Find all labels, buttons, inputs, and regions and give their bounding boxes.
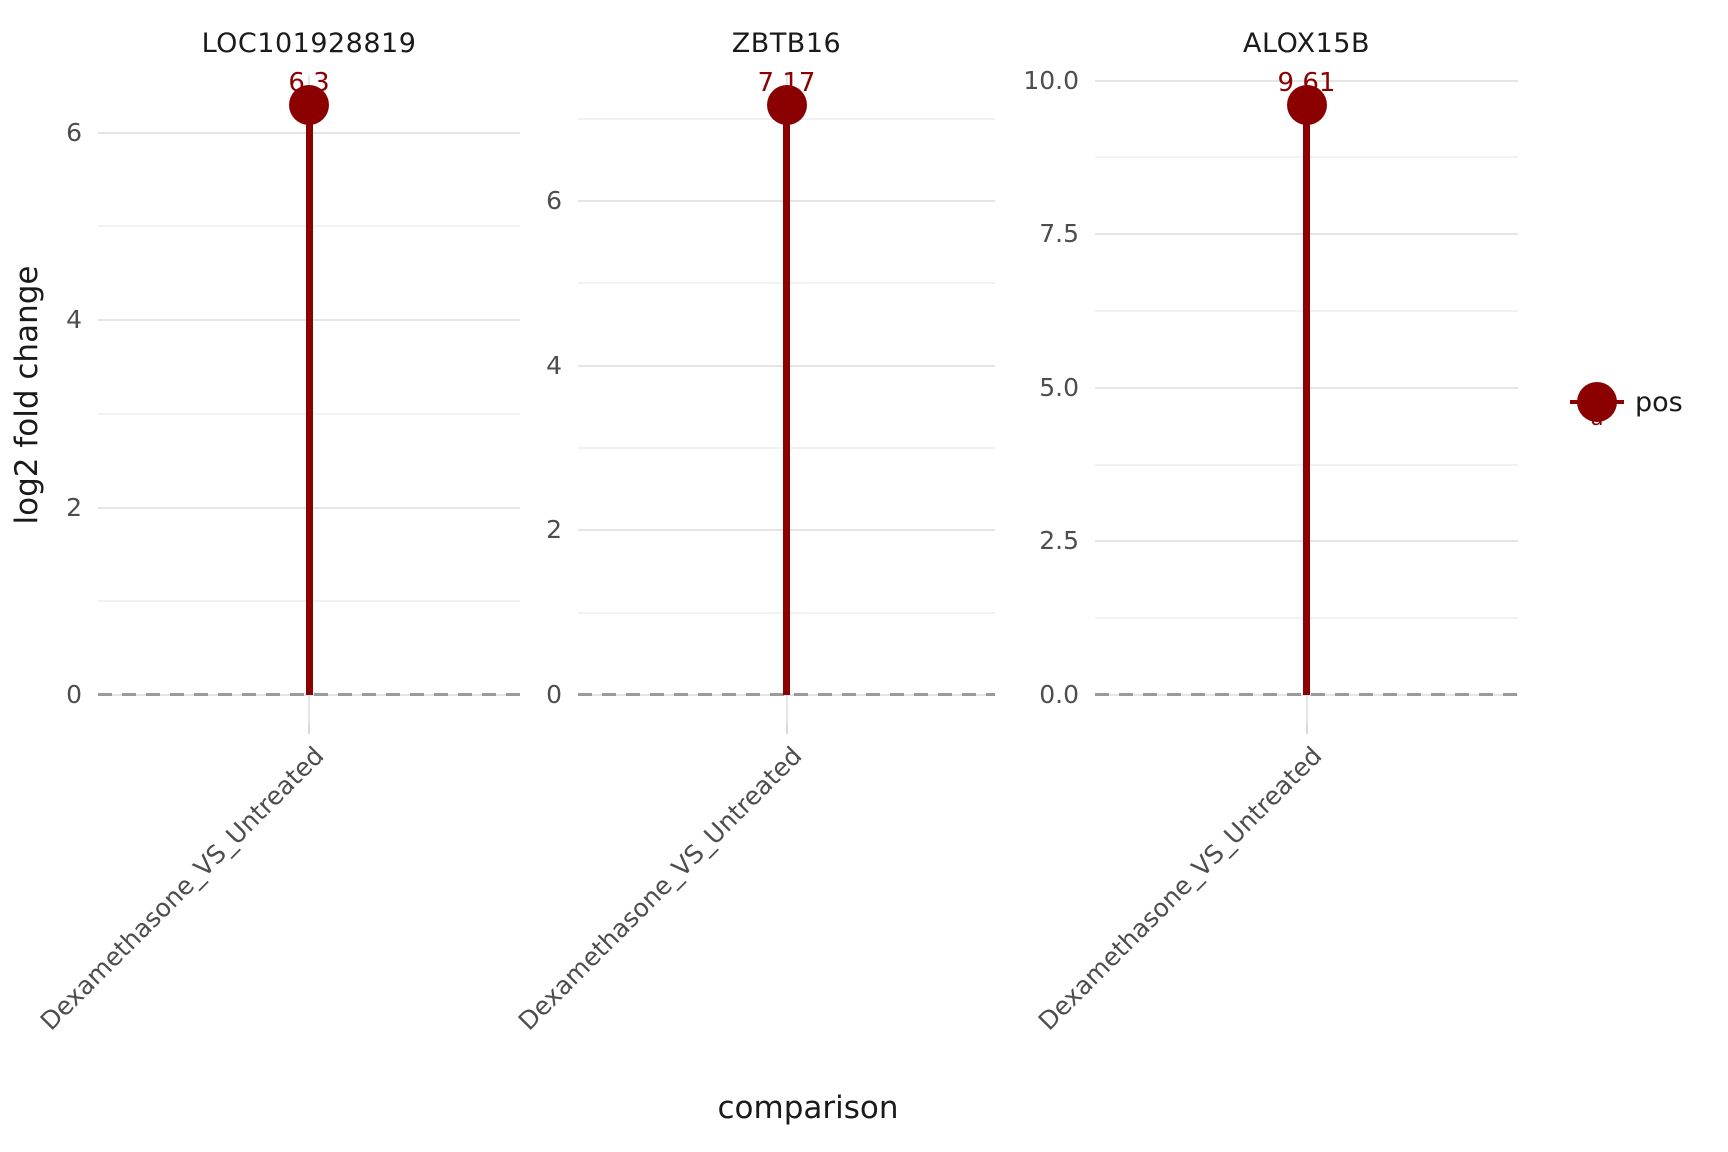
y-tick-label: 0.0: [1039, 680, 1079, 709]
x-tick-mark: [308, 724, 310, 734]
x-tick-label: Dexamethasone_VS_Untreated: [1032, 741, 1328, 1036]
y-tick-label: 0: [546, 680, 562, 709]
legend-point-icon: [1577, 382, 1617, 422]
legend-key: a: [1570, 380, 1624, 430]
y-tick-label: 10.0: [1023, 65, 1079, 95]
y-tick-label: 4: [66, 305, 82, 335]
x-tick-label: Dexamethasone_VS_Untreated: [34, 741, 330, 1036]
y-tick-label: 4: [546, 350, 562, 380]
grid-line-major: [1095, 79, 1518, 82]
x-tick-mark: [1305, 724, 1308, 734]
data-point: [289, 84, 329, 125]
y-tick-label: 5.0: [1039, 372, 1079, 402]
facet-title: ZBTB16: [731, 28, 842, 59]
x-tick-mark: [785, 724, 788, 734]
x-axis-title: comparison: [717, 1090, 899, 1126]
stem: [783, 104, 790, 695]
facet-title: LOC101928819: [201, 28, 417, 59]
facet-title: ALOX15B: [1243, 28, 1370, 59]
data-point: [1286, 84, 1327, 125]
y-tick-label: 7.5: [1039, 219, 1079, 249]
legend-label: pos: [1635, 386, 1683, 418]
y-tick-label: 2: [66, 492, 82, 522]
stem: [305, 104, 313, 695]
y-tick-label: 6: [546, 185, 562, 215]
stem: [1303, 104, 1310, 695]
y-tick-label: 2: [546, 515, 562, 545]
y-tick-label: 2.5: [1039, 526, 1079, 556]
y-tick-label: 6: [66, 117, 82, 147]
y-tick-label: 0: [66, 680, 82, 709]
legend: a pos: [1570, 380, 1683, 430]
data-point: [766, 84, 807, 125]
